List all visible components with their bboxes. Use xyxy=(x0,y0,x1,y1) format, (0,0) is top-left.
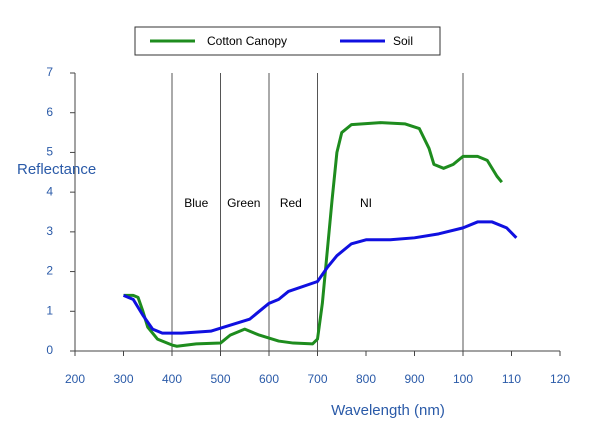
x-axis-label: Wavelength (nm) xyxy=(331,402,445,419)
y-tick-label: 5 xyxy=(46,145,53,159)
x-tick-label: 100 xyxy=(453,372,473,386)
y-tick-label: 7 xyxy=(46,65,53,79)
series-line xyxy=(122,220,518,335)
x-tick-label: 200 xyxy=(65,372,85,386)
y-tick-label: 6 xyxy=(46,105,53,119)
x-tick-label: 600 xyxy=(259,372,279,386)
y-tick-label: 1 xyxy=(46,303,53,317)
x-tick-label: 110 xyxy=(502,372,521,386)
legend-label: Cotton Canopy xyxy=(207,34,287,48)
y-tick-label: 4 xyxy=(46,184,53,198)
legend-label: Soil xyxy=(393,34,413,48)
band-label: NI xyxy=(360,196,372,210)
x-tick-label: 900 xyxy=(404,372,424,386)
x-tick-label: 400 xyxy=(162,372,182,386)
x-tick-label: 700 xyxy=(307,372,327,386)
x-tick-label: 300 xyxy=(113,372,133,386)
y-tick-label: 0 xyxy=(46,343,53,357)
x-tick-label: 120 xyxy=(550,372,570,386)
band-label: Green xyxy=(227,196,260,210)
band-label: Red xyxy=(280,196,302,210)
x-tick-label: 500 xyxy=(210,372,230,386)
band-label: Blue xyxy=(184,196,208,210)
series-line xyxy=(123,121,503,348)
y-tick-label: 3 xyxy=(46,224,53,238)
y-axis-label: Reflectance xyxy=(17,161,96,178)
x-tick-label: 800 xyxy=(356,372,376,386)
y-tick-label: 2 xyxy=(46,264,53,278)
